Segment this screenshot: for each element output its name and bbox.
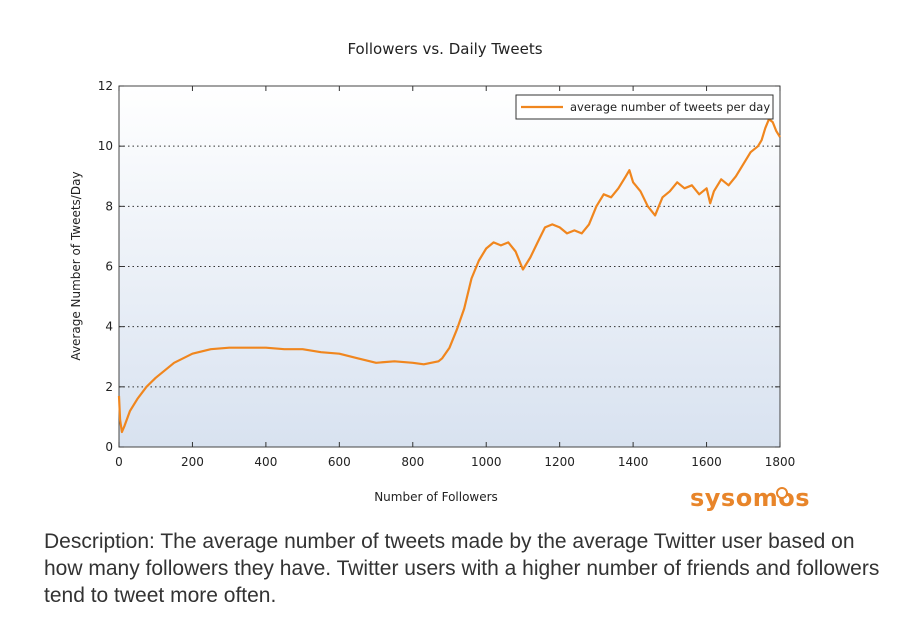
axis-ticks — [118, 85, 781, 448]
y-tick-label: 0 — [105, 440, 113, 454]
legend: average number of tweets per day — [515, 94, 774, 120]
x-axis-label: Number of Followers — [374, 490, 498, 504]
x-tick-label: 600 — [328, 455, 351, 469]
plot-area — [118, 85, 781, 448]
x-tick-label: 1200 — [544, 455, 575, 469]
y-axis-tick-labels: 0 2 4 6 8 10 12 — [98, 79, 113, 454]
y-axis-label: Average Number of Tweets/Day — [69, 171, 83, 360]
y-tick-label: 4 — [105, 320, 113, 334]
x-tick-label: 1800 — [765, 455, 796, 469]
series-layer — [117, 117, 781, 434]
sysomos-logo: sysomos — [690, 484, 810, 512]
x-tick-label: 1600 — [691, 455, 722, 469]
chart-description: Description: The average number of tweet… — [44, 530, 880, 607]
x-tick-label: 1400 — [618, 455, 649, 469]
y-tick-label: 12 — [98, 79, 113, 93]
x-tick-label: 0 — [115, 455, 123, 469]
logo-dot-icon — [776, 487, 788, 499]
y-tick-label: 10 — [98, 139, 113, 153]
chart-title: Followers vs. Daily Tweets — [347, 40, 542, 58]
x-tick-label: 200 — [181, 455, 204, 469]
x-tick-label: 400 — [254, 455, 277, 469]
x-axis-tick-labels: 0 200 400 600 800 1000 1200 1400 1600 1800 — [115, 455, 795, 469]
legend-label: average number of tweets per day — [570, 100, 770, 114]
series-line — [117, 117, 781, 434]
y-tick-label: 8 — [105, 199, 113, 213]
x-tick-label: 1000 — [471, 455, 502, 469]
y-tick-label: 6 — [105, 260, 113, 274]
x-tick-label: 800 — [401, 455, 424, 469]
y-tick-label: 2 — [105, 380, 113, 394]
chart: Followers vs. Daily Tweets 0 2 4 6 8 10 12 0 20… — [69, 40, 795, 504]
